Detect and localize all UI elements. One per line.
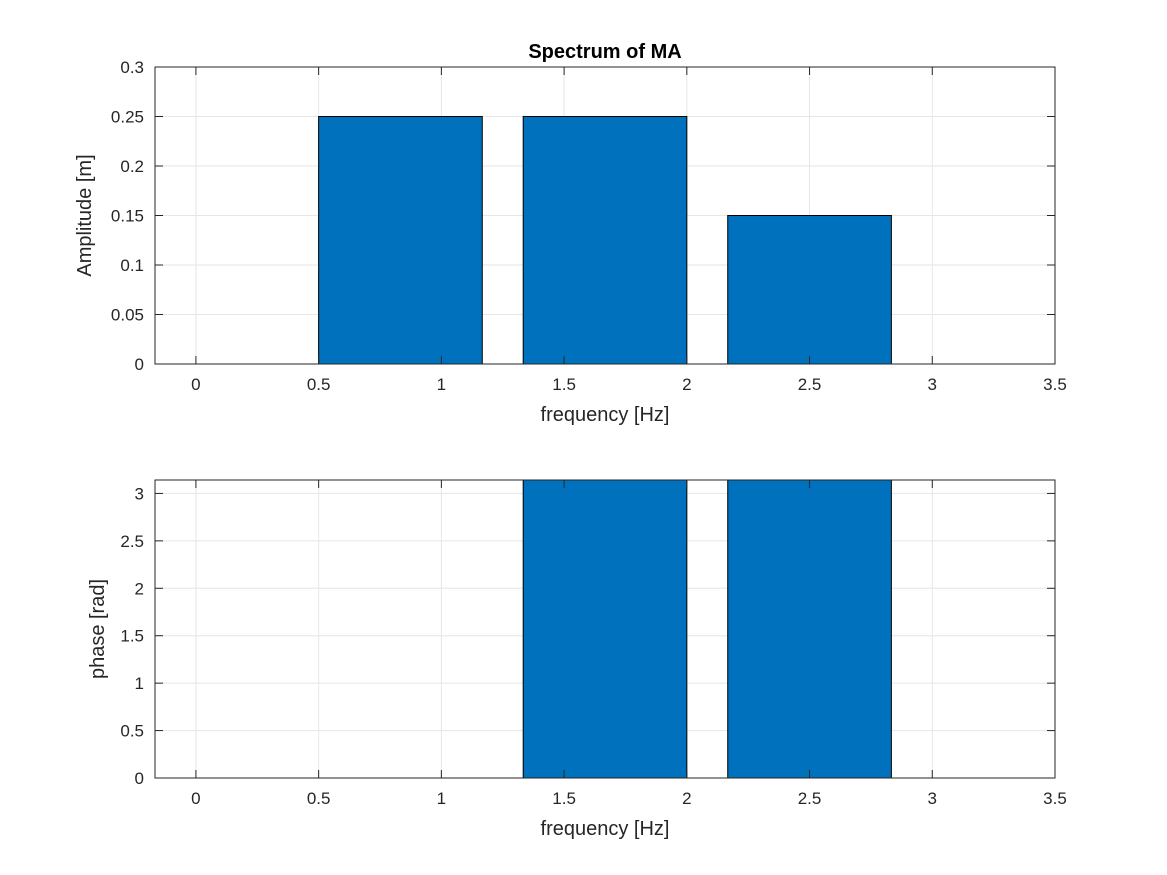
- phase-x-tick-label: 2: [682, 789, 691, 808]
- amplitude-y-tick-label: 0.3: [120, 58, 144, 77]
- amplitude-y-tick-label: 0.25: [111, 108, 144, 127]
- phase-x-tick-label: 1.5: [552, 789, 576, 808]
- phase-x-tick-label: 0.5: [307, 789, 331, 808]
- amplitude-y-tick-label: 0.2: [120, 157, 144, 176]
- amplitude-x-tick-label: 1.5: [552, 375, 576, 394]
- phase-y-tick-label: 0: [135, 769, 144, 788]
- amplitude-x-axis-label: frequency [Hz]: [541, 404, 670, 426]
- phase-y-tick-label: 3: [135, 484, 144, 503]
- amplitude-axes: 0 0.5 1 1.5 2 2.5 3 3.5 0 0.05 0.1 0.15 0.2 0.25 0.3 fr…: [74, 41, 1067, 426]
- phase-x-axis-label: frequency [Hz]: [541, 818, 670, 840]
- phase-y-tick-label: 0.5: [120, 722, 144, 741]
- amplitude-y-tick-label: 0.1: [120, 256, 144, 275]
- amplitude-y-tick-label: 0: [135, 355, 144, 374]
- amplitude-bar: [727, 215, 892, 365]
- phase-y-tick-label: 2.5: [120, 532, 144, 551]
- phase-x-tick-label: 2.5: [798, 789, 822, 808]
- phase-y-tick-label: 1: [135, 674, 144, 693]
- amplitude-bar: [522, 116, 688, 365]
- phase-y-tick-label: 1.5: [120, 627, 144, 646]
- phase-x-tick-label: 0: [191, 789, 200, 808]
- phase-x-tick-label: 3.5: [1043, 789, 1067, 808]
- phase-bar: [727, 479, 892, 779]
- phase-bar: [522, 479, 688, 779]
- amplitude-x-tick-label: 3.5: [1043, 375, 1067, 394]
- phase-y-tick-label: 2: [135, 579, 144, 598]
- amplitude-x-tick-label: 0.5: [307, 375, 331, 394]
- amplitude-x-tick-label: 0: [191, 375, 200, 394]
- amplitude-bar: [318, 116, 483, 365]
- phase-y-axis-label: phase [rad]: [87, 579, 109, 679]
- phase-x-tick-label: 1: [437, 789, 446, 808]
- amplitude-y-tick-label: 0.05: [111, 306, 144, 325]
- amplitude-x-tick-label: 3: [928, 375, 937, 394]
- phase-x-tick-label: 3: [928, 789, 937, 808]
- phase-axes: 0 0.5 1 1.5 2 2.5 3 3.5 0 0.5 1 1.5 2 2.5 3 frequency […: [87, 479, 1067, 840]
- amplitude-y-tick-label: 0.15: [111, 207, 144, 226]
- amplitude-x-tick-label: 1: [437, 375, 446, 394]
- phase-axes-box: [154, 479, 1056, 779]
- amplitude-y-axis-label: Amplitude [m]: [74, 154, 96, 276]
- amplitude-chart-title: Spectrum of MA: [528, 41, 681, 63]
- amplitude-x-tick-label: 2.5: [798, 375, 822, 394]
- amplitude-x-tick-label: 2: [682, 375, 691, 394]
